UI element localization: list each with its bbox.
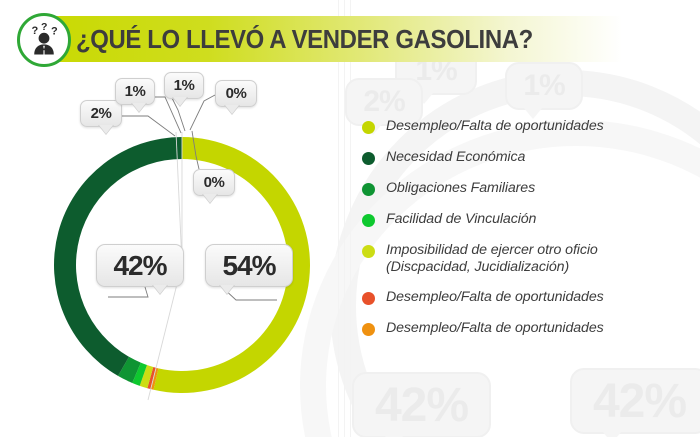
legend-item-label: Obligaciones Familiares	[386, 180, 536, 196]
legend-color-swatch	[362, 245, 375, 258]
callout-tail	[98, 125, 114, 135]
legend-item-5[interactable]: Desempleo/Falta de oportunidades	[362, 289, 692, 306]
callout-1b-value: 1%	[173, 77, 195, 94]
donut-slice-0[interactable]	[153, 137, 310, 393]
donut-chart-svg	[54, 137, 310, 393]
callout-0-percent-a: 0%	[215, 80, 257, 115]
callout-tail	[219, 285, 235, 295]
legend-item-label-line2: (Discpacidad, Jucidialización)	[386, 259, 570, 275]
donut-slice-6[interactable]	[54, 137, 183, 376]
callout-tail	[131, 103, 147, 113]
legend-item-label: Imposibilidad de ejercer otro oficio (Dis…	[386, 242, 598, 275]
donut-slice-4[interactable]	[132, 362, 147, 386]
legend-item-label: Desempleo/Falta de oportunidades	[386, 320, 604, 336]
callout-0a-value: 0%	[225, 85, 247, 102]
donut-chart	[45, 128, 320, 403]
svg-text:?: ?	[51, 26, 58, 38]
donut-slice-3[interactable]	[139, 365, 154, 389]
legend-item-4[interactable]: Imposibilidad de ejercer otro oficio (Dis…	[362, 242, 692, 276]
callout-54-percent: 54%	[205, 244, 293, 295]
legend-color-swatch	[362, 214, 375, 227]
legend-item-label: Facilidad de Vinculación	[386, 211, 537, 227]
legend-item-6[interactable]: Desempleo/Falta de oportunidades	[362, 320, 692, 337]
legend-item-3[interactable]: Facilidad de Vinculación	[362, 211, 692, 228]
callout-42-percent: 42%	[96, 244, 184, 295]
callout-0-percent-b: 0%	[193, 169, 235, 204]
legend-item-label: Desempleo/Falta de oportunidades	[386, 289, 604, 305]
callout-tail	[202, 194, 218, 204]
person-question-icon: ? ? ?	[17, 13, 71, 67]
callout-tail	[172, 97, 188, 107]
donut-slice-2[interactable]	[147, 367, 156, 390]
callout-tail	[224, 105, 240, 115]
callout-1a-value: 1%	[124, 83, 146, 100]
callout-42-value: 42%	[113, 249, 167, 281]
callout-1-percent-b: 1%	[164, 72, 204, 107]
legend-item-1[interactable]: Necesidad Económica	[362, 149, 692, 166]
header-gradient-bar	[32, 16, 660, 62]
callout-2-value: 2%	[90, 105, 112, 122]
callout-1-percent-a: 1%	[115, 78, 155, 113]
header: ? ? ? ¿QUÉ LO LLEVÓ A VENDER GASOLINA?	[0, 13, 700, 67]
callout-54-value: 54%	[222, 249, 276, 281]
callout-2-percent: 2%	[80, 100, 122, 135]
callout-0b-value: 0%	[203, 174, 225, 191]
legend-item-2[interactable]: Obligaciones Familiares	[362, 180, 692, 197]
donut-slice-1[interactable]	[150, 367, 159, 390]
legend-color-swatch	[362, 292, 375, 305]
svg-text:?: ?	[41, 22, 47, 33]
legend-color-swatch	[362, 323, 375, 336]
chart-legend: Desempleo/Falta de oportunidades Necesida…	[362, 118, 692, 351]
callout-tail	[152, 285, 168, 295]
svg-text:?: ?	[32, 25, 39, 37]
legend-color-swatch	[362, 183, 375, 196]
legend-color-swatch	[362, 152, 375, 165]
legend-item-label: Necesidad Económica	[386, 149, 526, 165]
donut-slice-5[interactable]	[118, 356, 141, 383]
